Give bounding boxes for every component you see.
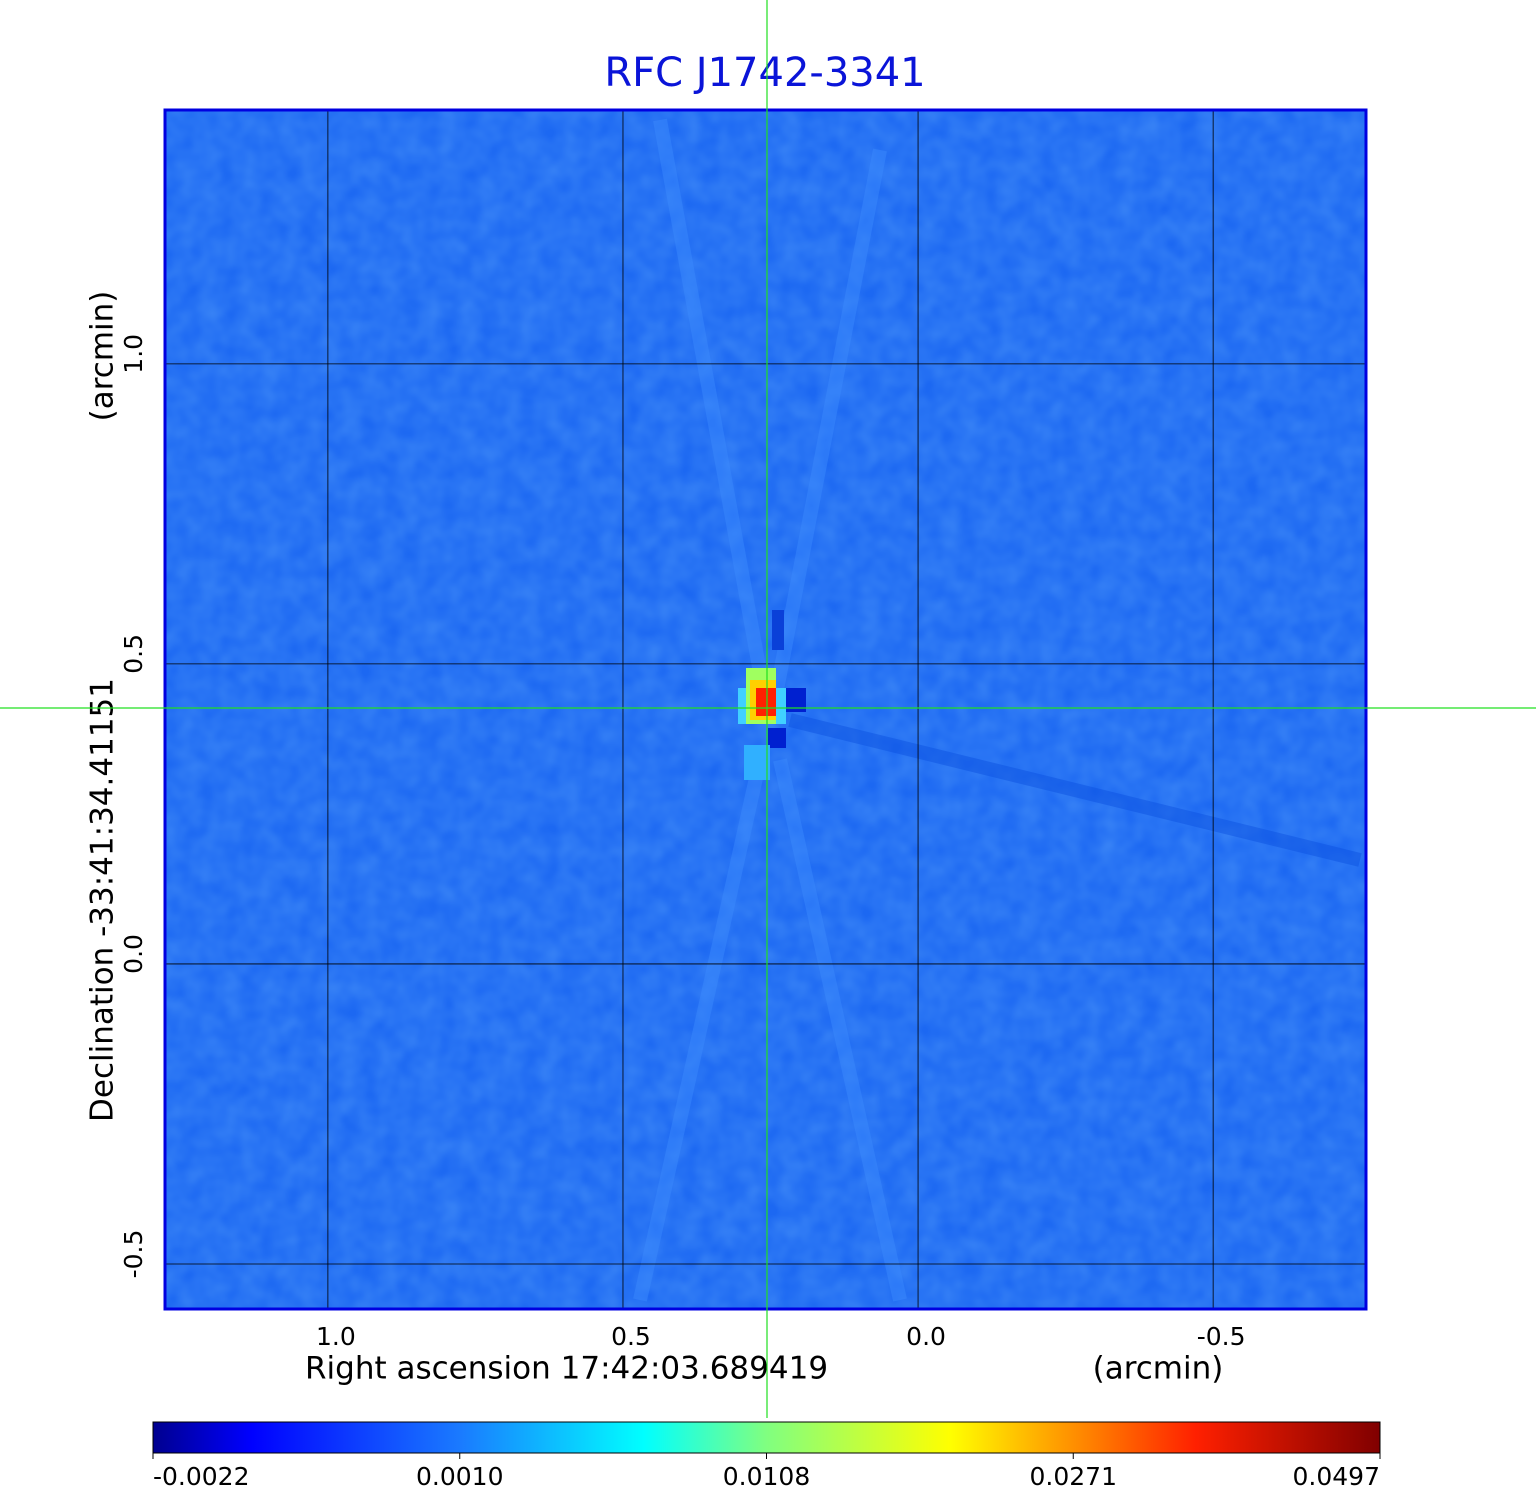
sidelobes [633,118,1362,1302]
y-tick-label: 0.5 [119,634,148,674]
x-tick-label: -0.5 [1197,1322,1246,1351]
y-tick-label: 0.0 [119,934,148,974]
x-axis-unit: (arcmin) [1093,1351,1224,1387]
x-tick-label: 0.0 [906,1322,946,1351]
x-tick-label: 0.5 [611,1322,651,1351]
image-field [165,110,1366,1309]
y-axis-label: Declination -33:41:34.41151 [85,678,121,1122]
y-axis-unit: (arcmin) [85,291,121,422]
y-tick-label: -0.5 [119,1230,148,1279]
grid [165,110,1366,1309]
colorbar-tick-label: 0.0010 [416,1462,503,1491]
colorbar-tick-label: 0.0497 [1293,1462,1380,1491]
x-tick-label: 1.0 [316,1322,356,1351]
colorbar [152,1421,1381,1454]
y-tick-label: 1.0 [119,334,148,374]
colorbar-tick-label: -0.0022 [153,1462,250,1491]
plot-frame [163,108,1368,1311]
colorbar-tick-label: 0.0271 [1030,1462,1117,1491]
colorbar-tick-label: 0.0108 [723,1462,810,1491]
chart-title: RFC J1742-3341 [604,50,925,96]
x-axis-label: Right ascension 17:42:03.689419 [305,1351,828,1387]
source [738,610,806,780]
